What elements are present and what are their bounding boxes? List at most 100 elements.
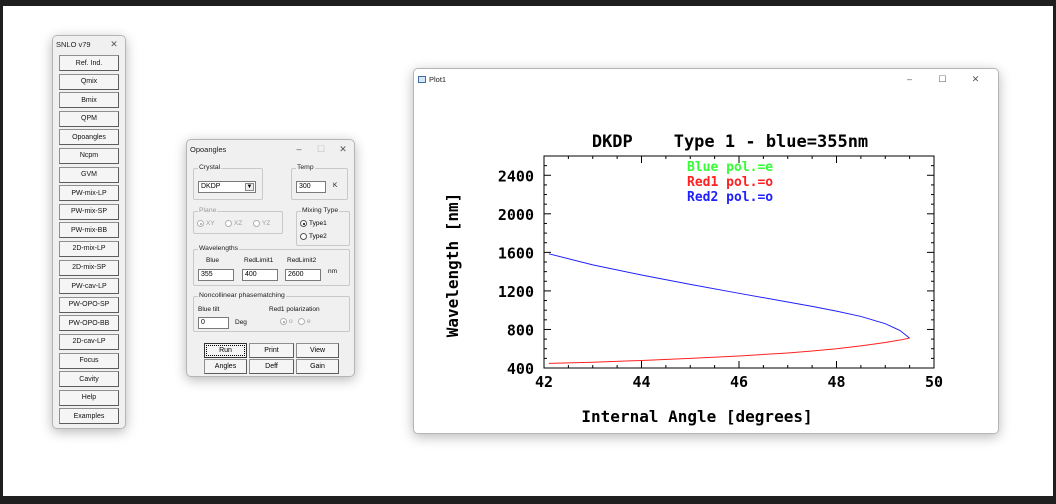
blue-value: 355 bbox=[201, 271, 213, 278]
redlimit1-label: RedLimit1 bbox=[244, 257, 274, 264]
type2-radio[interactable]: Type2 bbox=[300, 233, 327, 240]
plane-xy-label: XY bbox=[206, 220, 215, 227]
chart-marks: 42 44 46 48 50 400 800 1200 1600 2000 2400 Blue pol… bbox=[498, 155, 943, 391]
snlo-qmix-button[interactable]: Qmix bbox=[59, 73, 119, 90]
snlo-opoangles-button[interactable]: Opoangles bbox=[59, 129, 119, 146]
chart-title: DKDP Type 1 - blue=355nm bbox=[592, 132, 868, 152]
redlimit2-value: 2600 bbox=[288, 271, 304, 278]
opoangles-window: Opoangles – ☐ ✕ Crystal DKDP ▼ Temp 300 … bbox=[186, 139, 355, 377]
screen-border-bottom bbox=[0, 496, 1056, 504]
type2-label: Type2 bbox=[309, 233, 327, 240]
snlo-ref-ind-button[interactable]: Ref. Ind. bbox=[59, 55, 119, 71]
y-tick-label: 2000 bbox=[498, 206, 534, 224]
red1-polarization-label: Red1 polarization bbox=[269, 306, 320, 313]
snlo-gvm-button[interactable]: GVM bbox=[59, 166, 119, 183]
plane-xy-radio[interactable]: XY bbox=[197, 220, 215, 227]
view-label: View bbox=[309, 347, 326, 354]
plot-area: DKDP Type 1 - blue=355nm Internal Angle … bbox=[414, 89, 998, 433]
print-button[interactable]: Print bbox=[249, 343, 294, 358]
close-icon[interactable]: ✕ bbox=[339, 143, 347, 154]
snlo-pw-cav-lp-button[interactable]: PW-cav-LP bbox=[59, 278, 119, 295]
snlo-2d-mix-lp-button[interactable]: 2D-mix-LP bbox=[59, 240, 119, 257]
snlo-cavity-button[interactable]: Cavity bbox=[59, 371, 119, 388]
snlo-pw-mix-sp-button[interactable]: PW-mix-SP bbox=[59, 203, 119, 220]
snlo-pw-mix-lp-button[interactable]: PW-mix-LP bbox=[59, 185, 119, 202]
temp-group: Temp 300 K bbox=[291, 164, 348, 200]
view-button[interactable]: View bbox=[296, 343, 339, 358]
chevron-down-icon[interactable]: ▼ bbox=[245, 183, 254, 191]
radio-dot bbox=[300, 233, 307, 240]
type1-label: Type1 bbox=[309, 220, 327, 227]
red1-pol-e-label: e bbox=[307, 318, 311, 325]
type1-radio[interactable]: Type1 bbox=[300, 220, 327, 227]
redlimit1-input[interactable]: 400 bbox=[242, 269, 278, 281]
mixing-type-label: Mixing Type bbox=[301, 207, 340, 214]
maximize-icon[interactable]: ☐ bbox=[938, 73, 947, 84]
snlo-pw-opo-bb-button[interactable]: PW-OPO-BB bbox=[59, 315, 119, 332]
radio-dot bbox=[253, 220, 260, 227]
blue-tilt-input[interactable]: 0 bbox=[198, 317, 229, 329]
snlo-button-list: Ref. Ind. Qmix Bmix QPM Opoangles Ncpm GVM PW-m… bbox=[53, 55, 125, 427]
radio-dot bbox=[280, 318, 287, 325]
x-tick-label: 42 bbox=[535, 373, 553, 391]
close-icon[interactable]: ✕ bbox=[971, 73, 980, 84]
snlo-examples-button[interactable]: Examples bbox=[59, 408, 119, 425]
blue-label: Blue bbox=[206, 257, 220, 264]
redlimit1-value: 400 bbox=[245, 271, 257, 278]
legend-entry: Red1 pol.=o bbox=[687, 175, 773, 190]
snlo-2d-cav-lp-button[interactable]: 2D-cav-LP bbox=[59, 333, 119, 350]
plane-xz-radio[interactable]: XZ bbox=[225, 220, 242, 227]
plot-window: Plot1 – ☐ ✕ DKDP Type 1 - blue=355nm Int… bbox=[413, 68, 999, 434]
x-tick-label: 46 bbox=[730, 373, 748, 391]
blue-input[interactable]: 355 bbox=[198, 269, 234, 281]
red1-pol-o-label: o bbox=[289, 318, 293, 325]
snlo-focus-button[interactable]: Focus bbox=[59, 352, 119, 369]
run-button[interactable]: Run bbox=[204, 343, 247, 358]
temp-unit: K bbox=[333, 182, 338, 189]
snlo-pw-mix-bb-button[interactable]: PW-mix-BB bbox=[59, 222, 119, 239]
wavelength-chart: DKDP Type 1 - blue=355nm Internal Angle … bbox=[443, 132, 943, 426]
opoangles-titlebar: Opoangles – ☐ ✕ bbox=[187, 140, 354, 158]
plot-title: Plot1 bbox=[429, 74, 447, 84]
crystal-group: Crystal DKDP ▼ bbox=[193, 164, 263, 200]
red1-pol-o-radio[interactable]: o bbox=[280, 318, 293, 325]
plane-yz-label: YZ bbox=[262, 220, 271, 227]
crystal-select[interactable]: DKDP ▼ bbox=[198, 181, 256, 193]
snlo-ncpm-button[interactable]: Ncpm bbox=[59, 147, 119, 164]
deff-button[interactable]: Deff bbox=[249, 359, 294, 374]
x-axis-label: Internal Angle [degrees] bbox=[581, 407, 812, 426]
plot-titlebar: Plot1 – ☐ ✕ bbox=[414, 69, 998, 89]
snlo-pw-opo-sp-button[interactable]: PW-OPO-SP bbox=[59, 296, 119, 313]
plane-group: Plane XY XZ YZ bbox=[193, 207, 283, 234]
close-icon[interactable]: ✕ bbox=[110, 38, 118, 49]
radio-dot bbox=[225, 220, 232, 227]
x-tick-label: 50 bbox=[925, 373, 943, 391]
wavelengths-group: Wavelengths Blue RedLimit1 RedLimit2 355… bbox=[193, 245, 350, 286]
mixing-type-group: Mixing Type Type1 Type2 bbox=[296, 207, 350, 246]
deff-label: Deff bbox=[265, 363, 278, 370]
plane-yz-radio[interactable]: YZ bbox=[253, 220, 270, 227]
crystal-label: Crystal bbox=[198, 164, 222, 171]
gain-button[interactable]: Gain bbox=[296, 359, 339, 374]
radio-dot bbox=[298, 318, 305, 325]
red1-pol-e-radio[interactable]: e bbox=[298, 318, 311, 325]
minimize-icon[interactable]: – bbox=[906, 74, 912, 84]
angles-label: Angles bbox=[214, 363, 237, 370]
screen-border-left bbox=[0, 0, 3, 504]
y-tick-label: 800 bbox=[507, 321, 534, 339]
snlo-qpm-button[interactable]: QPM bbox=[59, 110, 119, 127]
maximize-icon[interactable]: ☐ bbox=[316, 143, 326, 154]
snlo-bmix-button[interactable]: Bmix bbox=[59, 92, 119, 109]
series-line bbox=[548, 337, 910, 364]
crystal-value: DKDP bbox=[201, 183, 221, 190]
snlo-help-button[interactable]: Help bbox=[59, 389, 119, 406]
snlo-2d-mix-sp-button[interactable]: 2D-mix-SP bbox=[59, 259, 119, 276]
temp-input[interactable]: 300 bbox=[296, 181, 326, 193]
minimize-icon[interactable]: – bbox=[296, 144, 302, 154]
wavelengths-label: Wavelengths bbox=[198, 245, 240, 252]
snlo-titlebar: SNLO v79 ✕ bbox=[53, 36, 125, 52]
y-tick-label: 1200 bbox=[498, 283, 534, 301]
redlimit2-input[interactable]: 2600 bbox=[285, 269, 321, 281]
opoangles-title: Opoangles bbox=[190, 144, 227, 154]
angles-button[interactable]: Angles bbox=[204, 359, 247, 374]
